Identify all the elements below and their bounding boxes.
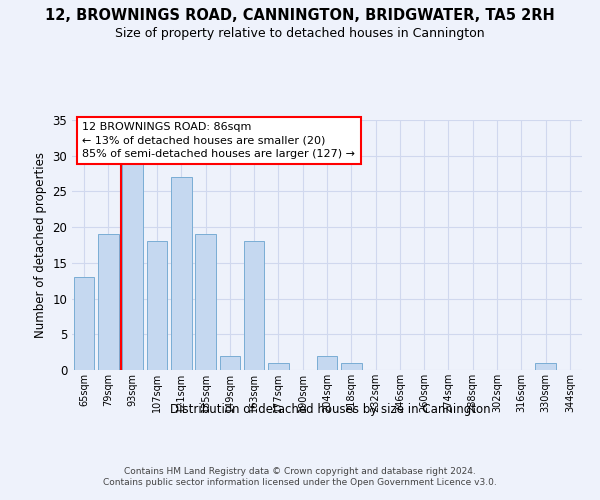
Bar <box>244 242 265 370</box>
Bar <box>122 163 143 370</box>
Bar <box>268 363 289 370</box>
Bar <box>341 363 362 370</box>
Bar <box>220 356 240 370</box>
Text: 12, BROWNINGS ROAD, CANNINGTON, BRIDGWATER, TA5 2RH: 12, BROWNINGS ROAD, CANNINGTON, BRIDGWAT… <box>45 8 555 22</box>
Text: 12 BROWNINGS ROAD: 86sqm
← 13% of detached houses are smaller (20)
85% of semi-d: 12 BROWNINGS ROAD: 86sqm ← 13% of detach… <box>82 122 355 159</box>
Bar <box>535 363 556 370</box>
Y-axis label: Number of detached properties: Number of detached properties <box>34 152 47 338</box>
Bar <box>317 356 337 370</box>
Text: Distribution of detached houses by size in Cannington: Distribution of detached houses by size … <box>170 402 490 415</box>
Bar <box>195 234 216 370</box>
Bar <box>146 242 167 370</box>
Bar <box>98 234 119 370</box>
Text: Contains HM Land Registry data © Crown copyright and database right 2024.
Contai: Contains HM Land Registry data © Crown c… <box>103 468 497 487</box>
Bar <box>171 177 191 370</box>
Text: Size of property relative to detached houses in Cannington: Size of property relative to detached ho… <box>115 28 485 40</box>
Bar <box>74 277 94 370</box>
